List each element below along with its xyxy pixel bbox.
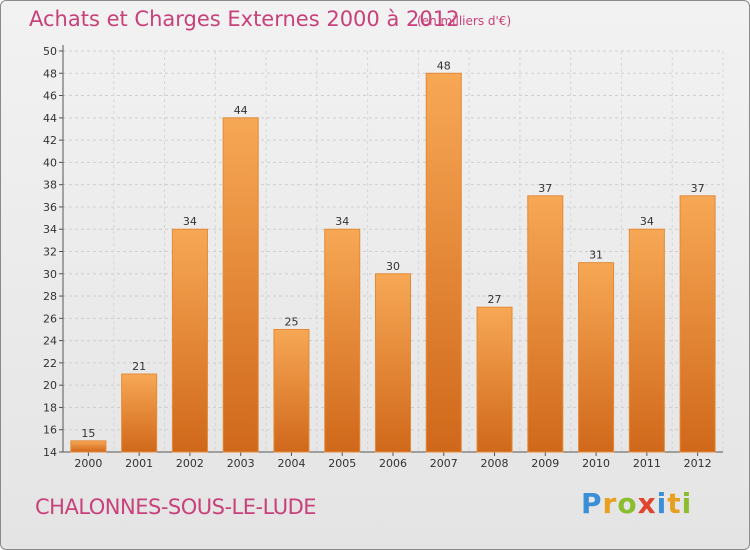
y-tick-label: 14 xyxy=(43,446,57,459)
bar xyxy=(70,440,107,453)
bar xyxy=(273,328,310,453)
bar xyxy=(476,306,513,453)
logo-letter: o xyxy=(617,487,638,520)
y-tick-label: 18 xyxy=(43,401,57,414)
data-label: 37 xyxy=(691,182,705,195)
y-tick-label: 38 xyxy=(43,179,57,192)
y-tick-label: 28 xyxy=(43,290,57,303)
logo-letter: r xyxy=(602,487,618,520)
data-label: 30 xyxy=(386,260,400,273)
bar xyxy=(121,373,158,453)
y-tick-label: 46 xyxy=(43,90,57,103)
y-tick-label: 36 xyxy=(43,201,57,214)
data-label: 34 xyxy=(640,215,654,228)
y-tick-label: 16 xyxy=(43,424,57,437)
bar xyxy=(171,228,208,453)
chart-title: Achats et Charges Externes 2000 à 2012 xyxy=(29,7,460,31)
data-label: 27 xyxy=(488,293,502,306)
logo-letter: i xyxy=(681,487,693,520)
x-tick-label: 2001 xyxy=(125,457,153,470)
bar xyxy=(679,195,716,453)
y-tick-label: 20 xyxy=(43,379,57,392)
bar xyxy=(628,228,665,453)
y-tick-label: 26 xyxy=(43,312,57,325)
bar xyxy=(578,262,615,453)
x-tick-label: 2002 xyxy=(176,457,204,470)
data-label: 31 xyxy=(589,249,603,262)
data-label: 44 xyxy=(234,104,248,117)
x-tick-label: 2004 xyxy=(277,457,305,470)
x-tick-label: 2012 xyxy=(684,457,712,470)
x-tick-label: 2007 xyxy=(430,457,458,470)
data-label: 48 xyxy=(437,59,451,72)
y-tick-label: 34 xyxy=(43,223,57,236)
y-tick-label: 24 xyxy=(43,335,57,348)
bar xyxy=(425,72,462,453)
bar xyxy=(374,273,412,453)
bar xyxy=(222,117,259,453)
x-tick-label: 2003 xyxy=(227,457,255,470)
x-tick-label: 2009 xyxy=(531,457,559,470)
logo-letter: t xyxy=(667,487,682,520)
y-tick-label: 40 xyxy=(43,156,57,169)
y-tick-label: 32 xyxy=(43,246,57,259)
data-label: 37 xyxy=(538,182,552,195)
x-tick-label: 2008 xyxy=(481,457,509,470)
proxiti-logo[interactable]: Proxiti xyxy=(581,487,692,520)
town-name: CHALONNES-SOUS-LE-LUDE xyxy=(35,495,317,519)
x-tick-label: 2005 xyxy=(328,457,356,470)
data-label: 15 xyxy=(81,427,95,440)
y-tick-label: 48 xyxy=(43,67,57,80)
y-tick-label: 50 xyxy=(43,45,57,58)
logo-letter: x xyxy=(637,487,657,520)
logo-letter: P xyxy=(581,487,603,520)
x-tick-label: 2011 xyxy=(633,457,661,470)
x-tick-label: 2006 xyxy=(379,457,407,470)
chart-unit: (en milliers d'€) xyxy=(417,14,512,28)
y-tick-label: 44 xyxy=(43,112,57,125)
x-tick-label: 2010 xyxy=(582,457,610,470)
bar xyxy=(527,195,564,453)
y-tick-label: 22 xyxy=(43,357,57,370)
data-label: 34 xyxy=(335,215,349,228)
data-label: 34 xyxy=(183,215,197,228)
y-tick-label: 42 xyxy=(43,134,57,147)
logo-letter: i xyxy=(656,487,668,520)
data-label: 25 xyxy=(284,315,298,328)
bars xyxy=(70,72,716,453)
labels: 15 2000 21 2001 34 2002 44 2003 25 2004 34 2005 30 20… xyxy=(74,59,711,470)
data-label: 21 xyxy=(132,360,146,373)
x-tick-label: 2000 xyxy=(74,457,102,470)
bar xyxy=(324,228,361,453)
y-tick-label: 30 xyxy=(43,268,57,281)
